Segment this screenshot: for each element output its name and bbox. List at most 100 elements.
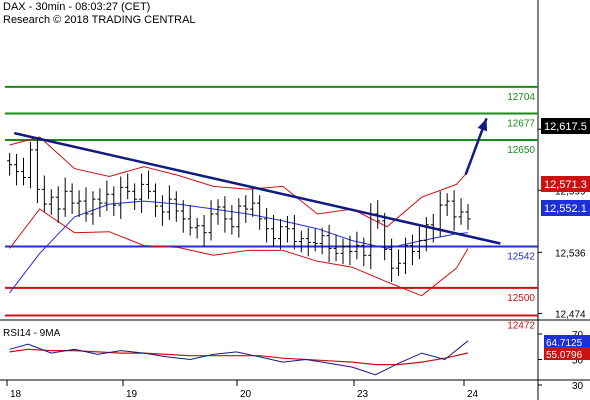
price-bar xyxy=(76,190,82,217)
price-bar xyxy=(14,153,20,186)
annotations xyxy=(13,117,501,245)
price-bar xyxy=(159,195,165,226)
price-bar xyxy=(34,139,40,204)
time-tick-label: 23 xyxy=(357,389,369,400)
price-bar xyxy=(180,200,186,233)
price-bar xyxy=(194,217,200,239)
price-bar xyxy=(90,191,96,225)
badge-box xyxy=(541,176,590,192)
price-badge-last-price: 12,617.5 xyxy=(541,118,590,134)
price-bar xyxy=(340,238,346,265)
time-tick-label: 24 xyxy=(467,389,479,400)
price-bar xyxy=(222,196,228,233)
price-bar xyxy=(271,214,277,247)
price-bar xyxy=(250,189,256,217)
badge-box xyxy=(544,347,590,360)
rsi-badge-rsi-ma: 55.0796 xyxy=(544,347,590,361)
price-bar xyxy=(41,175,47,212)
price-bar xyxy=(451,190,457,231)
badge-label: 12,617.5 xyxy=(544,121,587,133)
price-bar xyxy=(146,170,152,200)
price-bar xyxy=(62,177,68,217)
price-bar xyxy=(132,183,138,211)
rsi-badge-rsi: 64.7125 xyxy=(544,335,590,349)
level-label-12650: 12650 xyxy=(507,145,535,156)
price-bar xyxy=(354,231,360,260)
price-bar xyxy=(152,183,158,217)
forecast-arrow-head xyxy=(477,118,488,132)
badge-label: 64.7125 xyxy=(546,338,583,349)
price-bars xyxy=(7,139,471,282)
badge-box xyxy=(541,200,590,216)
price-bar xyxy=(382,212,388,261)
price-bar xyxy=(284,215,290,243)
price-bar xyxy=(243,195,249,223)
rsi-ma-line xyxy=(9,348,469,366)
price-bar xyxy=(416,226,422,260)
price-tick-label: 12,474 xyxy=(555,309,586,320)
price-bar xyxy=(264,208,270,243)
price-bar xyxy=(326,224,332,263)
level-label-12500: 12500 xyxy=(507,293,535,304)
price-axis: 12,66112,59912,53612,47412,617.512,571.3… xyxy=(538,118,590,320)
price-bar xyxy=(291,214,297,250)
level-label-12704: 12704 xyxy=(507,92,535,103)
badge-label: 55.0796 xyxy=(546,350,583,361)
price-bar xyxy=(361,237,367,267)
price-bar xyxy=(166,185,172,220)
price-bar xyxy=(27,142,33,189)
price-bar xyxy=(173,191,179,222)
bollinger-upper-line xyxy=(9,136,469,228)
badge-box xyxy=(544,335,590,348)
price-bar xyxy=(55,186,61,223)
downtrend-line xyxy=(13,131,501,245)
price-bar xyxy=(111,186,117,216)
price-bar xyxy=(409,234,415,266)
time-tick-label: 20 xyxy=(240,389,252,400)
time-tick-label: 19 xyxy=(126,389,138,400)
price-bar xyxy=(347,235,353,266)
copyright-line: Research © 2018 TRADING CENTRAL xyxy=(3,14,196,26)
price-bar xyxy=(139,173,145,213)
bollinger-lower-line xyxy=(9,208,469,297)
rsi-tick-label: 30 xyxy=(572,381,584,392)
price-bar xyxy=(312,228,318,252)
price-bar xyxy=(402,237,408,275)
price-bar xyxy=(277,218,283,250)
price-bar xyxy=(389,238,395,282)
price-bar xyxy=(201,214,207,247)
price-bar xyxy=(125,173,131,200)
price-bar xyxy=(118,176,124,219)
price-bar xyxy=(83,187,89,222)
price-bar xyxy=(48,189,54,215)
price-bar xyxy=(458,198,464,225)
price-bar xyxy=(69,183,75,214)
level-label-12472: 12472 xyxy=(507,320,535,331)
price-bar xyxy=(104,180,110,211)
time-tick-label: 18 xyxy=(10,389,22,400)
rsi-tick-label: 50 xyxy=(572,356,584,367)
key-levels: 12704 12677 12650 12542 12500 12472 xyxy=(5,85,538,331)
price-bar xyxy=(208,200,214,241)
price-bar xyxy=(236,198,242,238)
price-bar xyxy=(7,152,13,176)
price-bar xyxy=(97,188,103,217)
price-bar xyxy=(465,204,471,230)
price-bar xyxy=(215,199,221,225)
level-label-12542: 12542 xyxy=(507,251,535,262)
price-bar xyxy=(187,205,193,236)
price-bar xyxy=(229,205,235,235)
price-bar xyxy=(333,234,339,262)
price-badge-upper-band: 12,571.3 xyxy=(541,176,590,192)
price-bar xyxy=(305,227,311,257)
price-bar xyxy=(21,157,27,186)
badge-box xyxy=(541,118,590,134)
price-bar xyxy=(444,193,450,216)
level-label-12677: 12677 xyxy=(507,118,535,129)
price-bar xyxy=(298,230,304,253)
price-tick-label: 12,536 xyxy=(555,248,586,259)
rsi-line xyxy=(9,340,469,376)
